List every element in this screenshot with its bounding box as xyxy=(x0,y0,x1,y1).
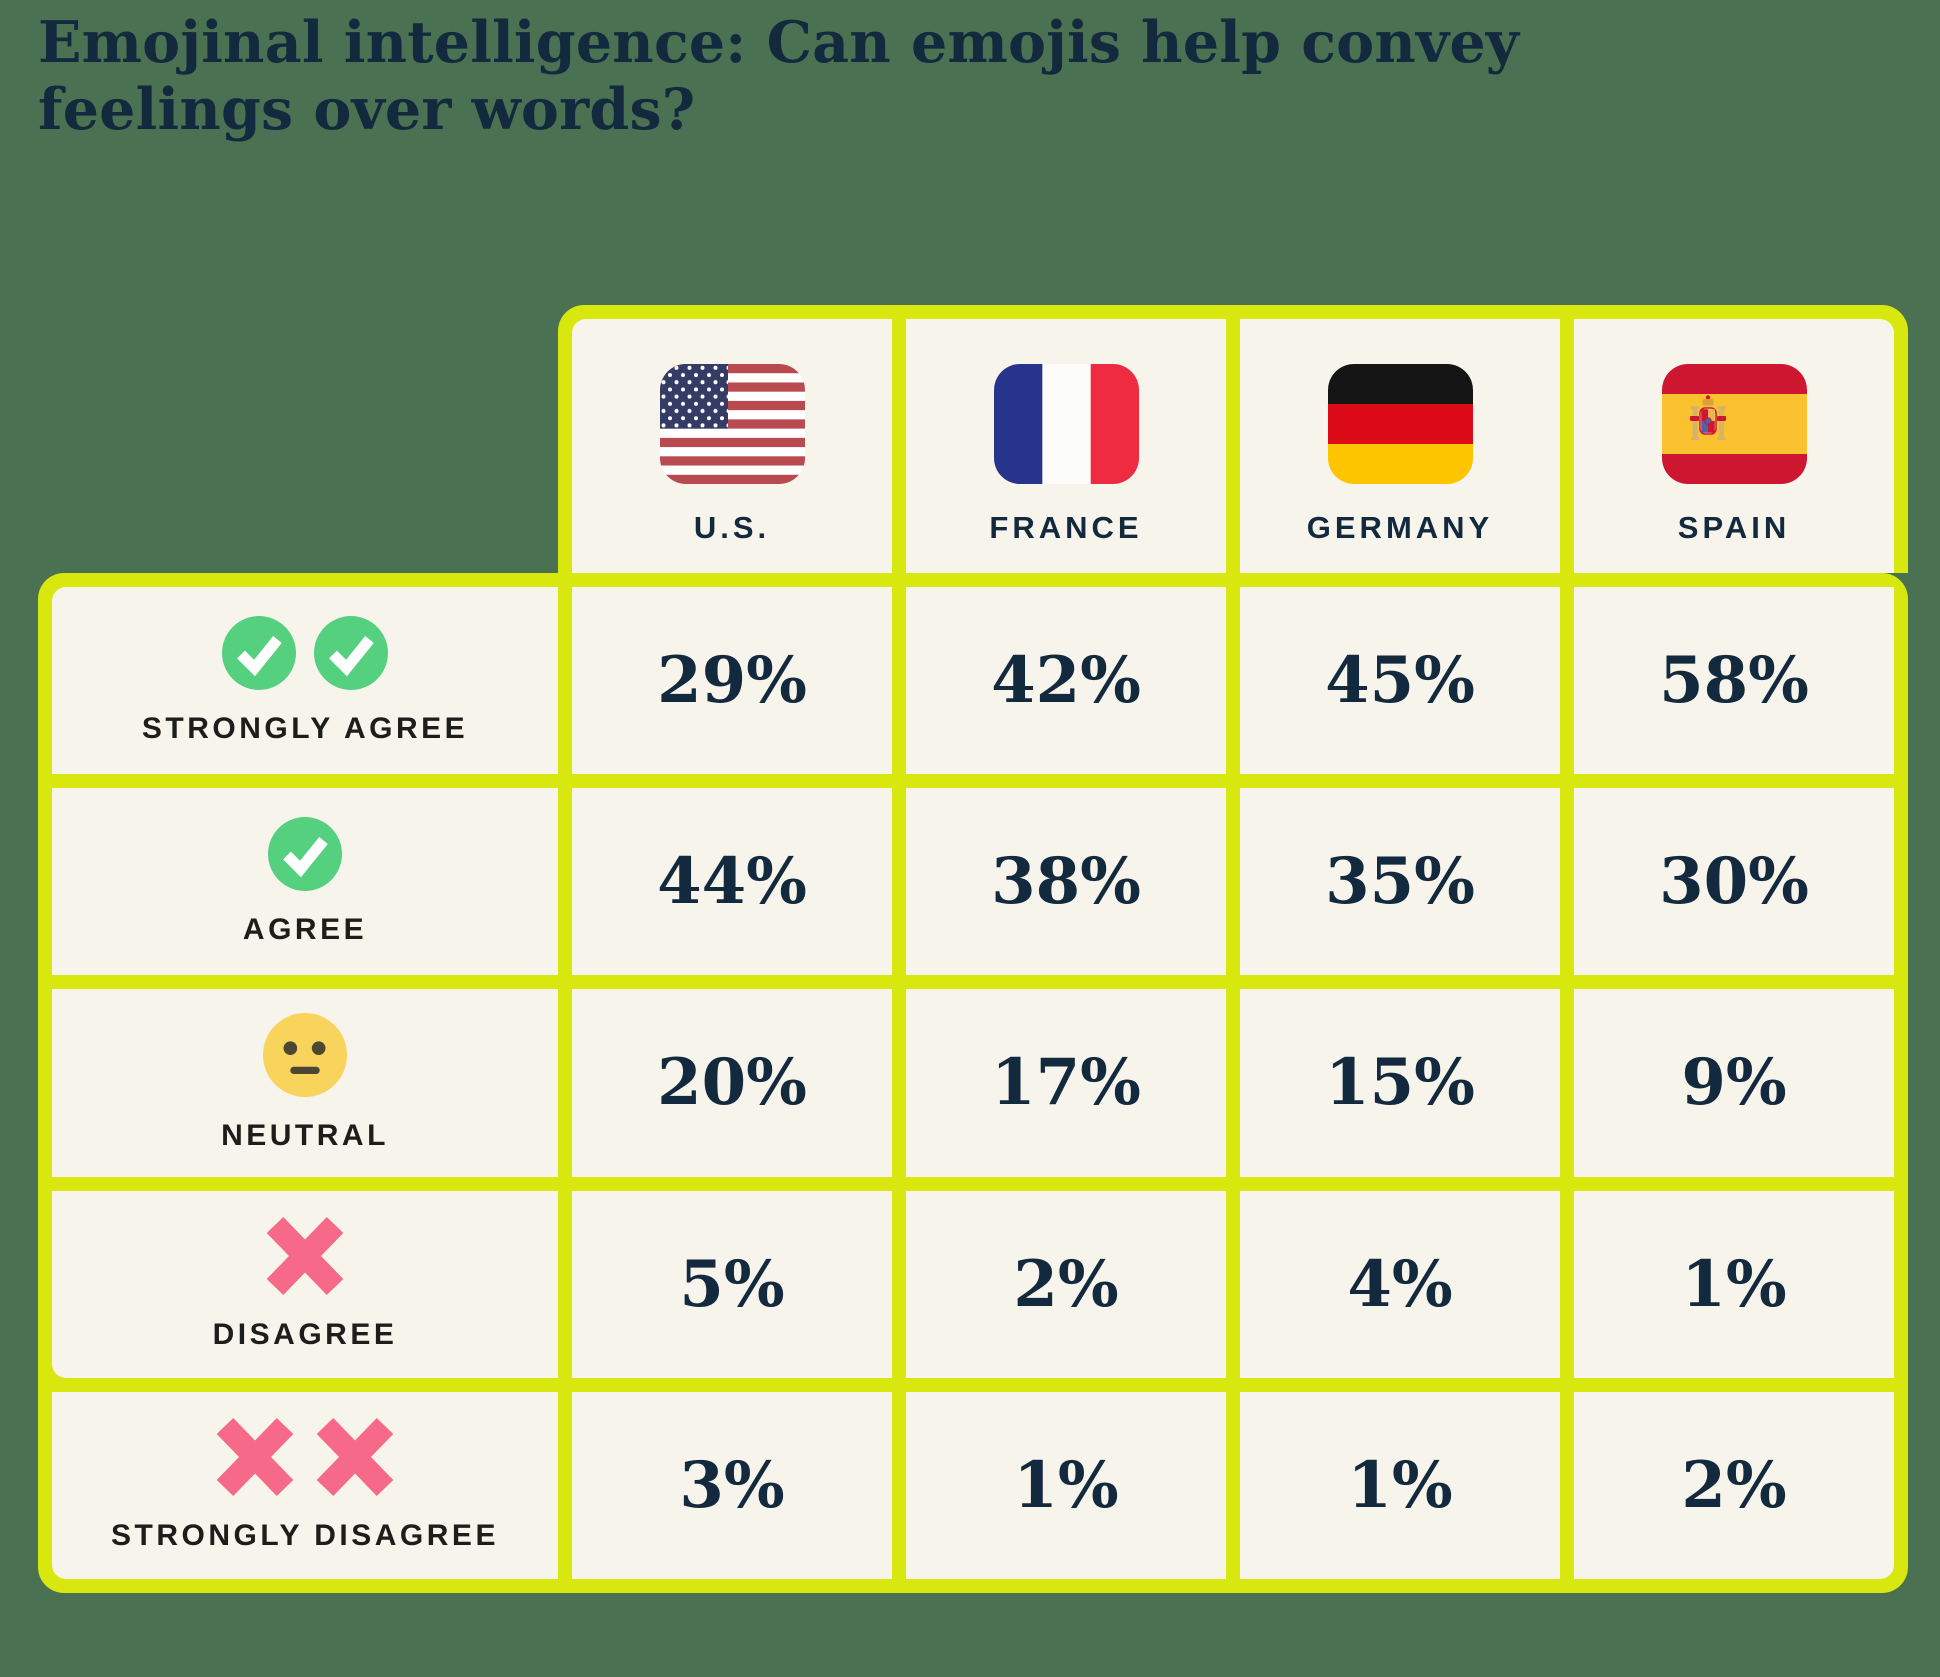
column-header-germany: GERMANY xyxy=(1240,319,1560,573)
germany-flag-icon xyxy=(1327,364,1473,484)
cell-agree-france: 38% xyxy=(906,788,1226,976)
survey-table-body: STRONGLY AGREE 29% 42% 45% 58% AGREE 44%… xyxy=(38,573,1908,1593)
cell-disagree-spain: 1% xyxy=(1574,1190,1894,1378)
cell-strongly-disagree-spain: 2% xyxy=(1574,1391,1894,1579)
double-pink-cross-icon xyxy=(214,1417,396,1497)
green-checkmark-icon xyxy=(314,615,388,690)
row-header-neutral: NEUTRAL xyxy=(52,989,558,1177)
column-header-us-label: U.S. xyxy=(693,510,771,545)
page-title-line-1: Emojinal intelligence: Can emojis help c… xyxy=(38,9,1520,76)
cell-agree-germany: 35% xyxy=(1240,788,1560,976)
row-label-agree: AGREE xyxy=(242,912,368,946)
row-label-neutral: NEUTRAL xyxy=(221,1118,389,1152)
cell-strongly-disagree-france: 1% xyxy=(906,1391,1226,1579)
table-header-row: U.S. FRANCE GERMANY xyxy=(558,305,1908,573)
column-header-spain: SPAIN xyxy=(1574,319,1894,573)
neutral-face-icon xyxy=(263,1012,347,1097)
cell-strongly-agree-france: 42% xyxy=(906,587,1226,775)
us-flag-icon xyxy=(659,364,805,484)
row-header-strongly-disagree: STRONGLY DISAGREE xyxy=(52,1391,558,1579)
row-header-strongly-agree: STRONGLY AGREE xyxy=(52,587,558,775)
cell-agree-spain: 30% xyxy=(1574,788,1894,976)
column-header-us: U.S. xyxy=(572,319,892,573)
column-header-france: FRANCE xyxy=(906,319,1226,573)
column-header-spain-label: SPAIN xyxy=(1677,510,1791,545)
cell-strongly-disagree-germany: 1% xyxy=(1240,1391,1560,1579)
cell-neutral-france: 17% xyxy=(906,989,1226,1177)
row-header-agree: AGREE xyxy=(52,788,558,976)
cell-strongly-agree-us: 29% xyxy=(572,587,892,775)
row-header-disagree: DISAGREE xyxy=(52,1190,558,1378)
green-checkmark-icon xyxy=(222,615,296,690)
pink-cross-icon xyxy=(266,1217,344,1296)
pink-cross-icon xyxy=(216,1418,294,1497)
cell-disagree-us: 5% xyxy=(572,1190,892,1378)
double-green-checkmark-icon xyxy=(222,615,388,690)
page-title-line-2: feelings over words? xyxy=(38,75,696,143)
cell-agree-us: 44% xyxy=(572,788,892,976)
column-header-germany-label: GERMANY xyxy=(1306,510,1494,545)
cell-neutral-germany: 15% xyxy=(1240,989,1560,1177)
cell-strongly-agree-germany: 45% xyxy=(1240,587,1560,775)
page-title: Emojinal intelligence: Can emojis help c… xyxy=(38,9,1788,143)
france-flag-icon xyxy=(993,364,1139,484)
pink-cross-icon xyxy=(316,1418,394,1497)
spain-flag-icon xyxy=(1661,364,1807,484)
cell-strongly-agree-spain: 58% xyxy=(1574,587,1894,775)
cell-neutral-spain: 9% xyxy=(1574,989,1894,1177)
column-header-france-label: FRANCE xyxy=(989,510,1143,545)
green-checkmark-icon xyxy=(268,816,342,891)
cell-neutral-us: 20% xyxy=(572,989,892,1177)
row-label-strongly-agree: STRONGLY AGREE xyxy=(141,711,469,745)
cell-disagree-france: 2% xyxy=(906,1190,1226,1378)
cell-strongly-disagree-us: 3% xyxy=(572,1391,892,1579)
row-label-strongly-disagree: STRONGLY DISAGREE xyxy=(111,1519,499,1553)
row-label-disagree: DISAGREE xyxy=(212,1318,398,1352)
cell-disagree-germany: 4% xyxy=(1240,1190,1560,1378)
